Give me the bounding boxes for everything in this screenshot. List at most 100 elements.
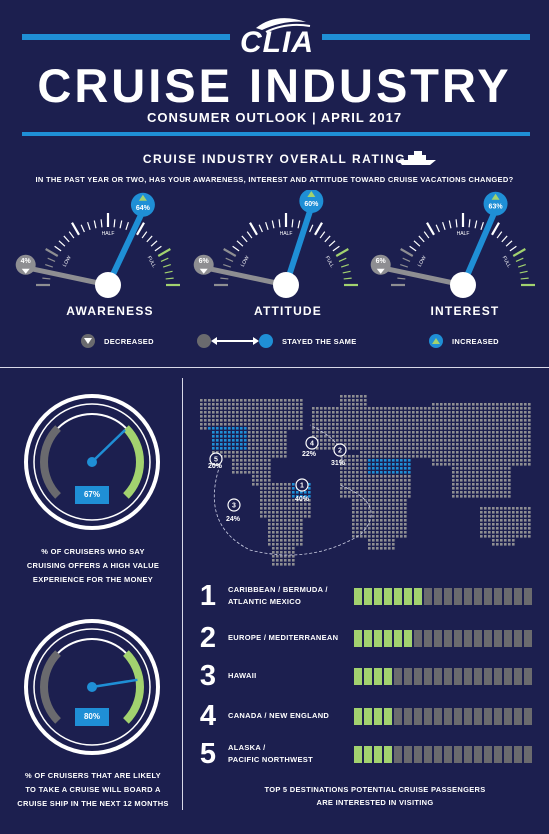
page-subtitle: CONSUMER OUTLOOK | APRIL 2017 xyxy=(146,110,403,125)
map-dot xyxy=(228,415,231,418)
map-dot xyxy=(336,439,339,442)
map-dot xyxy=(404,511,407,514)
map-dot xyxy=(384,491,387,494)
map-dot xyxy=(336,427,339,430)
map-dot xyxy=(404,503,407,506)
map-dot xyxy=(528,511,531,514)
map-dot xyxy=(348,395,351,398)
map-dot xyxy=(492,439,495,442)
map-dot xyxy=(232,467,235,470)
map-dot xyxy=(488,471,491,474)
destination-label-block: CARIBBEAN / BERMUDA / ATLANTIC MEXICO xyxy=(228,584,354,608)
map-dot xyxy=(236,459,239,462)
map-dot xyxy=(240,415,243,418)
map-dot xyxy=(380,435,383,438)
map-dot xyxy=(524,535,527,538)
map-dot xyxy=(292,487,295,490)
speedo-arc-low xyxy=(40,650,61,724)
map-dot xyxy=(276,503,279,506)
map-dot xyxy=(476,471,479,474)
bar-cell-empty xyxy=(504,668,512,685)
map-dot xyxy=(416,451,419,454)
map-dot xyxy=(524,411,527,414)
map-dot xyxy=(332,427,335,430)
map-dot xyxy=(320,411,323,414)
map-dot xyxy=(280,519,283,522)
map-dot xyxy=(288,531,291,534)
map-dot xyxy=(392,411,395,414)
map-dot xyxy=(348,471,351,474)
map-dot xyxy=(296,499,299,502)
bar-cell-empty xyxy=(424,746,432,763)
speedo-arc-low xyxy=(40,425,61,499)
map-dot xyxy=(232,463,235,466)
destination-rank: 2 xyxy=(199,622,217,654)
map-dot xyxy=(356,507,359,510)
map-dot xyxy=(404,479,407,482)
bar-cell-filled xyxy=(384,746,392,763)
bar-cell-empty xyxy=(444,588,452,605)
map-dot xyxy=(452,403,455,406)
map-dot xyxy=(520,507,523,510)
map-dot xyxy=(400,515,403,518)
gauge-tick xyxy=(146,235,153,243)
map-dot xyxy=(408,431,411,434)
map-dot xyxy=(360,419,363,422)
map-dot xyxy=(508,439,511,442)
map-dot xyxy=(520,427,523,430)
map-dot xyxy=(472,491,475,494)
map-dot xyxy=(388,415,391,418)
map-dot xyxy=(388,535,391,538)
map-dot xyxy=(460,415,463,418)
map-dot xyxy=(528,415,531,418)
gauge-tick xyxy=(80,224,85,233)
bar-cell-filled xyxy=(364,746,372,763)
map-dot xyxy=(416,411,419,414)
map-dot xyxy=(496,479,499,482)
map-dot xyxy=(384,427,387,430)
map-dot xyxy=(288,511,291,514)
map-dot xyxy=(408,495,411,498)
map-dot xyxy=(512,535,515,538)
map-dot xyxy=(456,467,459,470)
map-dot xyxy=(240,467,243,470)
map-dot xyxy=(380,519,383,522)
map-dot xyxy=(200,427,203,430)
map-dot xyxy=(476,443,479,446)
map-dot xyxy=(400,503,403,506)
map-dot xyxy=(392,483,395,486)
map-dot xyxy=(520,511,523,514)
map-dot xyxy=(432,403,435,406)
map-dot xyxy=(420,447,423,450)
map-dot xyxy=(240,431,243,434)
bar-cell-filled xyxy=(404,588,412,605)
map-dot xyxy=(484,487,487,490)
map-dot xyxy=(288,555,291,558)
bar-cell-filled xyxy=(354,708,362,725)
bar-cell-empty xyxy=(504,708,512,725)
destination-row: 2 EUROPE / MEDITERRANEAN xyxy=(196,622,536,654)
map-dot xyxy=(208,411,211,414)
map-dot xyxy=(408,411,411,414)
map-dot xyxy=(488,407,491,410)
map-dot xyxy=(292,507,295,510)
map-dot xyxy=(480,407,483,410)
map-dot xyxy=(356,463,359,466)
map-dot xyxy=(208,403,211,406)
map-dot xyxy=(504,475,507,478)
map-dot xyxy=(428,407,431,410)
map-dot xyxy=(364,507,367,510)
map-dot xyxy=(496,483,499,486)
map-dot xyxy=(468,407,471,410)
destination-bar xyxy=(354,588,532,605)
map-dot xyxy=(504,539,507,542)
map-dot xyxy=(236,455,239,458)
destination-rank: 4 xyxy=(199,700,217,732)
map-dot xyxy=(436,403,439,406)
map-dot xyxy=(416,427,419,430)
map-dot xyxy=(324,423,327,426)
bar-cell-empty xyxy=(464,708,472,725)
destination-label: CARIBBEAN / BERMUDA / xyxy=(228,585,328,594)
map-dot xyxy=(408,423,411,426)
map-dot xyxy=(248,439,251,442)
